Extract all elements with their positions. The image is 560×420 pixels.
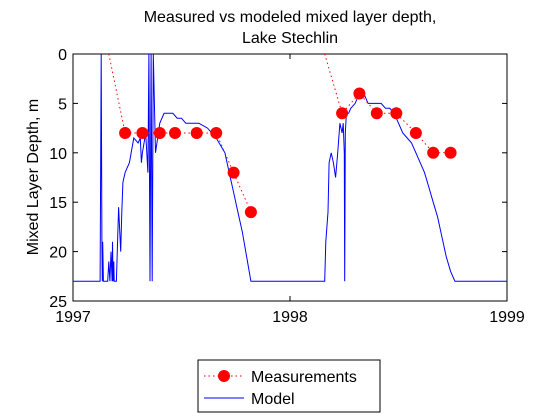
legend: Measurements Model [197,359,381,413]
measurement-point [353,87,366,100]
measurement-point [190,127,203,139]
legend-measurements-label: Measurements [251,369,357,386]
y-tick-label: 15 [49,195,67,212]
model-series-line [73,54,507,282]
legend-model-label: Model [251,391,295,408]
legend-box [197,359,381,413]
y-axis-label: Mixed Layer Depth, m [25,99,42,256]
measurement-point [244,206,257,219]
x-tick-label: 1998 [272,309,308,326]
measurement-point [119,127,132,139]
measurement-point [427,146,440,159]
chart-title-line-2: Lake Stechlin [242,30,338,47]
plot-frame [72,53,508,302]
y-tick-label: 5 [58,96,67,113]
plot-clip-group [73,54,507,282]
measurement-point [390,107,403,120]
measurement-point [444,146,457,159]
measurement-point [336,107,349,120]
measurement-point [169,127,181,139]
y-tick-label: 10 [49,146,67,163]
y-tick-label: 25 [49,294,67,311]
y-tick-label: 20 [49,245,67,262]
measurement-point [370,107,383,120]
x-tick-label: 1997 [55,309,91,326]
x-tick-label: 1999 [489,309,525,326]
measurement-point [409,127,422,139]
measurement-point [210,127,223,139]
measurement-point [136,127,149,139]
legend-measurements-marker [218,370,230,382]
measurement-point [227,166,240,179]
measurement-point [153,127,166,139]
y-tick-label: 0 [58,47,67,64]
chart-title-line-1: Measured vs modeled mixed layer depth, [144,9,437,26]
